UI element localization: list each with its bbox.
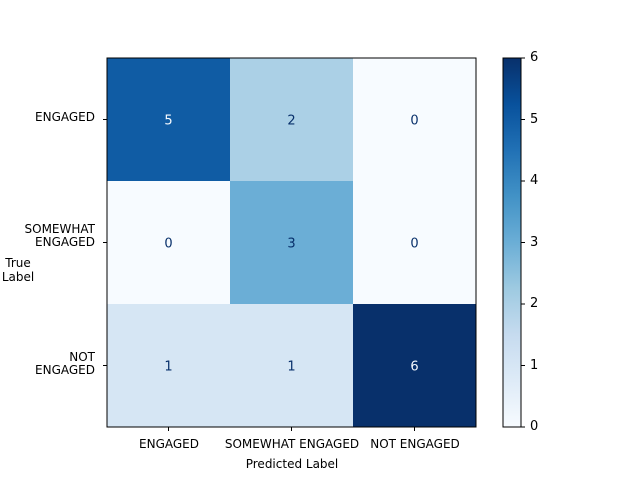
y-tick-somewhat-engaged: SOMEWHAT ENGAGED — [24, 222, 96, 249]
y-tick-engaged: ENGAGED — [35, 110, 95, 124]
cell-value-2-2: 6 — [410, 360, 418, 375]
cell-1-0 — [107, 181, 230, 304]
cell-2-1 — [230, 304, 353, 427]
x-tick-not-engaged: NOT ENGAGED — [370, 437, 460, 451]
x-tick-engaged: ENGAGED — [139, 437, 199, 451]
colorbar-tick-label-2: 2 — [530, 296, 539, 311]
colorbar-tick-label-4: 4 — [530, 173, 539, 188]
cell-value-0-2: 0 — [410, 114, 418, 129]
cell-2-2 — [353, 304, 476, 427]
cell-value-0-0: 5 — [164, 114, 172, 129]
colorbar-tick-label-3: 3 — [530, 234, 539, 250]
cell-2-0 — [107, 304, 230, 427]
cell-1-2 — [353, 181, 476, 304]
cell-value-2-1: 1 — [287, 360, 295, 375]
x-axis-label: Predicted Label — [245, 457, 339, 471]
colorbar-tick-label-6: 6 — [530, 50, 539, 65]
colorbar-tick-label-5: 5 — [530, 111, 539, 127]
cell-value-2-0: 1 — [164, 360, 172, 375]
cell-1-1 — [230, 181, 353, 304]
cell-0-2 — [353, 58, 476, 181]
x-tick-somewhat-engaged: SOMEWHAT ENGAGED — [224, 437, 360, 451]
y-tick-not-engaged: NOT ENGAGED — [35, 350, 95, 377]
cell-value-1-0: 0 — [164, 237, 172, 252]
cell-0-1 — [230, 58, 353, 181]
colorbar-tick-label-1: 1 — [530, 357, 539, 373]
cell-0-0 — [107, 58, 230, 181]
colorbar — [502, 57, 522, 428]
cell-value-1-2: 0 — [410, 237, 418, 252]
cell-value-0-1: 2 — [287, 114, 295, 129]
colorbar-tick-label-0: 0 — [530, 419, 539, 434]
cell-value-1-1: 3 — [287, 237, 295, 252]
y-axis-label: True Label — [1, 256, 35, 284]
